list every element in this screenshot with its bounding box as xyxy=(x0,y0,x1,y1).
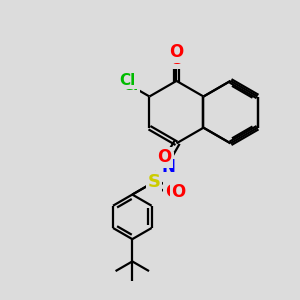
Text: O: O xyxy=(169,43,184,61)
Text: S: S xyxy=(148,173,161,191)
Text: Cl: Cl xyxy=(119,73,135,88)
Text: O: O xyxy=(158,155,172,173)
Text: O: O xyxy=(169,42,184,60)
Text: N: N xyxy=(158,154,172,172)
Text: O: O xyxy=(172,186,186,204)
Text: O: O xyxy=(169,50,184,68)
Text: O: O xyxy=(172,183,186,201)
Text: N: N xyxy=(160,160,174,178)
Text: S: S xyxy=(148,173,161,191)
Text: Cl: Cl xyxy=(118,71,134,86)
Text: O: O xyxy=(158,148,172,166)
Text: Cl: Cl xyxy=(122,78,138,93)
Text: S: S xyxy=(148,174,161,192)
Text: O: O xyxy=(165,183,179,201)
Text: O: O xyxy=(158,148,172,166)
Text: N: N xyxy=(161,158,175,176)
